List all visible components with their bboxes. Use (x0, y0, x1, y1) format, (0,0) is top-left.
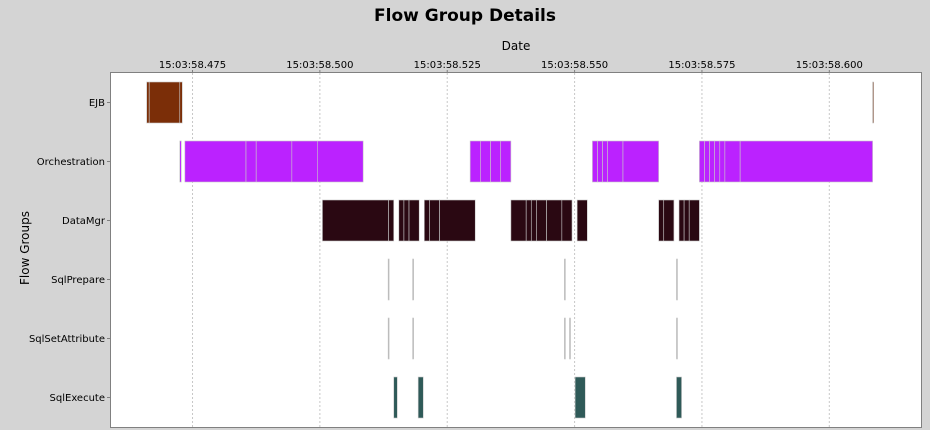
gantt-segment (564, 258, 566, 301)
gantt-segment (592, 140, 598, 183)
gantt-segment (699, 140, 705, 183)
gantt-segment (490, 140, 502, 183)
gantt-segment (676, 317, 678, 360)
gantt-segment (245, 140, 257, 183)
gantt-segment (709, 140, 715, 183)
gantt-segment (622, 140, 659, 183)
gantt-segment (388, 199, 395, 242)
gantt-segment (322, 199, 389, 242)
gantt-segment (424, 199, 430, 242)
gantt-segment (530, 199, 537, 242)
gantt-segment (469, 140, 481, 183)
gantt-segment (500, 140, 512, 183)
gantt-segment (525, 199, 532, 242)
gantt-segment (184, 140, 247, 183)
x-tick-label: 15:03:58.600 (796, 60, 863, 71)
gantt-segment (724, 140, 741, 183)
plot-area (110, 72, 922, 428)
gantt-segment (417, 376, 424, 419)
gantt-segment (569, 317, 571, 360)
gantt-segment (719, 140, 726, 183)
gantt-segment (602, 140, 608, 183)
gantt-segment (393, 376, 398, 419)
gantt-segment (408, 199, 420, 242)
gantt-segment (429, 199, 440, 242)
x-tick-label: 15:03:58.475 (159, 60, 226, 71)
x-axis-label: Date (501, 39, 531, 53)
gantt-segment (576, 199, 588, 242)
gantt-segment (412, 258, 414, 301)
gantt-segment (403, 199, 410, 242)
category-label: DataMgr (62, 216, 106, 227)
x-tick-label: 15:03:58.525 (414, 60, 481, 71)
gantt-segment (714, 140, 721, 183)
gantt-segment (480, 140, 491, 183)
gantt-segment (387, 258, 390, 301)
chart-title: Flow Group Details (374, 6, 556, 26)
gantt-segment (387, 317, 390, 360)
gantt-segment (597, 140, 603, 183)
gantt-segment (179, 140, 182, 183)
gantt-segment (255, 140, 293, 183)
category-label: SqlSetAttribute (29, 334, 105, 345)
gantt-segment (510, 199, 527, 242)
gantt-segment (658, 199, 665, 242)
gantt-segment (607, 140, 624, 183)
gantt-segment (688, 199, 700, 242)
gantt-segment (146, 81, 150, 124)
gantt-segment (148, 81, 181, 124)
category-label: Orchestration (37, 157, 105, 168)
gantt-segment (704, 140, 710, 183)
gantt-segment (291, 140, 318, 183)
gantt-segment (574, 376, 586, 419)
gantt-segment (683, 199, 690, 242)
x-tick-label: 15:03:58.575 (668, 60, 735, 71)
gantt-segment (663, 199, 675, 242)
gantt-segment (398, 199, 405, 242)
gantt-segment (676, 258, 678, 301)
gantt-segment (536, 199, 547, 242)
gantt-segment (317, 140, 364, 183)
gantt-segment (872, 81, 874, 124)
gantt-segment (678, 199, 685, 242)
gantt-segment (739, 140, 873, 183)
gantt-segment (546, 199, 563, 242)
gantt-segment (676, 376, 682, 419)
gantt-segment (564, 317, 566, 360)
x-tick-label: 15:03:58.500 (286, 60, 353, 71)
gantt-segment (561, 199, 573, 242)
x-tick-label: 15:03:58.550 (541, 60, 608, 71)
gantt-segment (412, 317, 414, 360)
category-label: SqlPrepare (51, 275, 105, 286)
category-label: EJB (89, 98, 105, 109)
category-label: SqlExecute (50, 393, 105, 404)
gantt-segment (179, 81, 183, 124)
gantt-segment (439, 199, 476, 242)
